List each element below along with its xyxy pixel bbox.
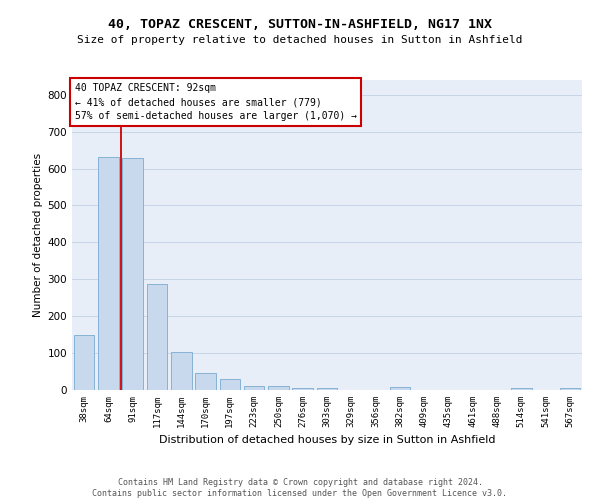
Bar xyxy=(317,388,337,390)
Bar xyxy=(74,336,94,390)
Bar xyxy=(146,284,167,390)
Bar xyxy=(220,379,240,390)
Bar xyxy=(511,388,532,390)
Text: Contains HM Land Registry data © Crown copyright and database right 2024.
Contai: Contains HM Land Registry data © Crown c… xyxy=(92,478,508,498)
Text: Size of property relative to detached houses in Sutton in Ashfield: Size of property relative to detached ho… xyxy=(77,35,523,45)
Y-axis label: Number of detached properties: Number of detached properties xyxy=(34,153,43,317)
X-axis label: Distribution of detached houses by size in Sutton in Ashfield: Distribution of detached houses by size … xyxy=(159,436,495,446)
Bar xyxy=(98,157,119,390)
Bar xyxy=(560,388,580,390)
Bar xyxy=(244,386,265,390)
Text: 40 TOPAZ CRESCENT: 92sqm
← 41% of detached houses are smaller (779)
57% of semi-: 40 TOPAZ CRESCENT: 92sqm ← 41% of detach… xyxy=(74,83,356,121)
Bar xyxy=(195,372,216,390)
Bar xyxy=(171,352,191,390)
Bar xyxy=(389,387,410,390)
Bar xyxy=(122,158,143,390)
Bar xyxy=(268,386,289,390)
Bar xyxy=(292,388,313,390)
Text: 40, TOPAZ CRESCENT, SUTTON-IN-ASHFIELD, NG17 1NX: 40, TOPAZ CRESCENT, SUTTON-IN-ASHFIELD, … xyxy=(108,18,492,30)
